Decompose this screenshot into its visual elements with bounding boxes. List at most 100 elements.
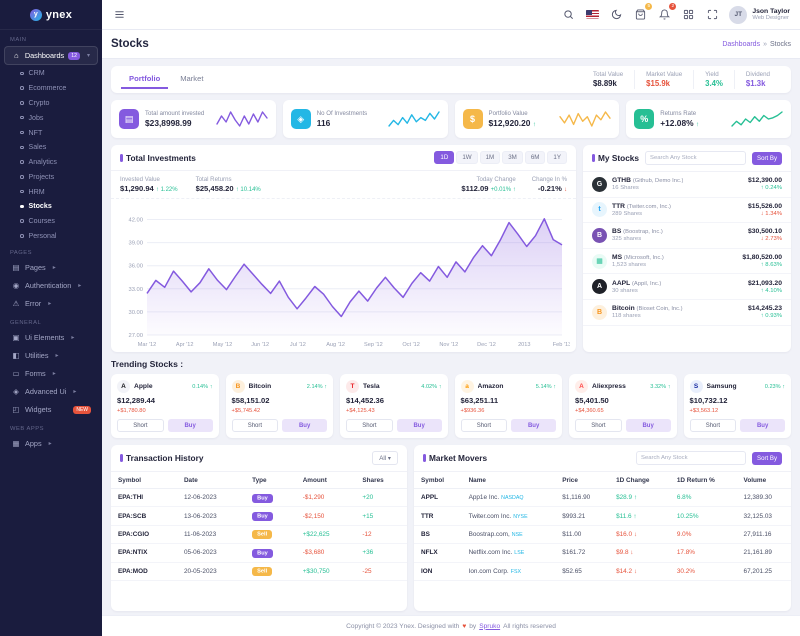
stock-search-input[interactable] xyxy=(645,151,747,165)
sidebar-item-error[interactable]: ⚠ Error ▸ xyxy=(4,295,98,312)
transaction-symbol: EPA:SCB xyxy=(111,506,177,526)
sidebar-subitem-projects[interactable]: Projects xyxy=(0,169,102,184)
card-title: Market Movers xyxy=(423,453,487,463)
short-button[interactable]: Short xyxy=(689,419,737,432)
notifications-icon[interactable]: 2 xyxy=(657,3,677,22)
menu-toggle-icon[interactable] xyxy=(112,7,127,22)
stock-list-item[interactable]: B Bitcoin (Bioset Coin, Inc.) 118 shares… xyxy=(583,300,791,326)
buy-button[interactable]: Buy xyxy=(167,419,213,432)
bullet-icon xyxy=(20,160,24,164)
sidebar-subitem-hrm[interactable]: HRM xyxy=(0,184,102,199)
utilities-icon: ◧ xyxy=(12,351,20,361)
summary-stat: Total Value $8.89k xyxy=(582,70,634,89)
apps-grid-icon[interactable] xyxy=(681,7,696,22)
sidebar-item-widgets[interactable]: ◰ Widgets NEW xyxy=(4,401,98,418)
sidebar-item-label: Apps xyxy=(25,439,42,449)
stock-list-item[interactable]: A AAPL (Appil, Inc.) 30 shares $21,093.2… xyxy=(583,274,791,300)
sidebar-subitem-sales[interactable]: Sales xyxy=(0,140,102,155)
mover-name: Boostrap.com, xyxy=(468,530,510,538)
range-button[interactable]: 1M xyxy=(479,151,501,164)
sidebar-item-label: Advanced Ui xyxy=(25,387,67,397)
stock-shares: 289 Shares xyxy=(612,210,643,217)
range-button[interactable]: 1Y xyxy=(547,151,567,164)
breadcrumb-dashboards[interactable]: Dashboards xyxy=(722,40,761,48)
sidebar-item-apps[interactable]: ▦ Apps ▸ xyxy=(4,435,98,452)
stock-value: $15,526.00 xyxy=(747,202,782,210)
stock-list-item[interactable]: G GTHB (Github, Demo Inc.) 16 Shares $12… xyxy=(583,172,791,198)
sidebar-subitem-courses[interactable]: Courses xyxy=(0,214,102,229)
sidebar-item-dashboards[interactable]: ⌂ Dashboards 12 ▾ xyxy=(4,46,98,65)
short-button[interactable]: Short xyxy=(117,419,164,432)
brand[interactable]: y ynex xyxy=(0,0,102,30)
stat-card: ◈ No Of Investments 116 xyxy=(282,100,448,138)
sidebar-item-pages[interactable]: ▤ Pages ▸ xyxy=(4,259,98,276)
range-button[interactable]: 6M xyxy=(524,151,546,164)
trending-stocks-row: A Apple 0.14% ↑ $12,289.44 +$1,780.80 Sh… xyxy=(111,374,791,438)
buy-button[interactable]: Buy xyxy=(282,419,327,432)
sidebar-subitem-crypto[interactable]: Crypto xyxy=(0,96,102,111)
sidebar-item-forms[interactable]: ▭ Forms ▸ xyxy=(4,365,98,382)
buy-button[interactable]: Buy xyxy=(396,419,442,432)
sidebar-subitem-personal[interactable]: Personal xyxy=(0,229,102,244)
short-button[interactable]: Short xyxy=(346,419,393,432)
mover-volume: 27,911.16 xyxy=(736,525,791,545)
svg-text:Nov '12: Nov '12 xyxy=(439,342,458,348)
stat-label: Portfolio Value xyxy=(488,110,528,117)
range-button[interactable]: 1W xyxy=(456,151,478,164)
sort-by-button[interactable]: Sort By xyxy=(752,151,782,165)
short-button[interactable]: Short xyxy=(460,419,508,432)
mover-1d-return: 30.2% xyxy=(669,562,737,581)
svg-text:Oct '12: Oct '12 xyxy=(402,342,420,348)
summary-stat-label: Total Value xyxy=(592,71,624,78)
stat-value: 116 xyxy=(316,118,331,128)
svg-text:Apr '12: Apr '12 xyxy=(176,342,194,348)
dark-mode-icon[interactable] xyxy=(609,7,624,22)
sidebar-subitem-analytics[interactable]: Analytics xyxy=(0,155,102,170)
sidebar-subitem-nft[interactable]: NFT xyxy=(0,125,102,140)
chevron-icon: ▸ xyxy=(48,301,52,308)
sidebar-item-ui-elements[interactable]: ▣ Ui Elements ▸ xyxy=(4,329,98,346)
lock-icon: ◉ xyxy=(12,281,20,291)
short-button[interactable]: Short xyxy=(231,419,279,432)
stat-value: +12.08% ↑ xyxy=(660,118,700,128)
stock-list-item[interactable]: ▦ MS (Microsoft, Inc.) 1,523 shares $1,8… xyxy=(583,249,791,275)
chevron-icon: ▸ xyxy=(52,371,56,378)
transaction-shares: +36 xyxy=(355,543,407,563)
language-flag-icon[interactable] xyxy=(585,7,600,22)
buy-button[interactable]: Buy xyxy=(740,419,785,432)
sidebar-item-authentication[interactable]: ◉ Authentication ▸ xyxy=(4,277,98,294)
user-menu[interactable]: JT Json Taylor Web Designer xyxy=(729,5,790,24)
buy-button[interactable]: Buy xyxy=(625,419,671,432)
advanced-ui-icon: ◈ xyxy=(13,387,19,397)
stock-list-item[interactable]: t TTR (Twiter.com, Inc.) 289 Shares $15,… xyxy=(583,198,791,224)
tab-portfolio[interactable]: Portfolio xyxy=(121,70,169,89)
mover-price: $52.65 xyxy=(555,562,610,581)
mover-price: $161.72 xyxy=(555,543,610,563)
spruko-link[interactable]: Spruko xyxy=(479,622,501,630)
buy-button[interactable]: Buy xyxy=(511,419,556,432)
stock-change: ↓ 1.34% xyxy=(760,210,782,217)
sort-by-button[interactable]: Sort By xyxy=(752,451,782,465)
sidebar-item-utilities[interactable]: ◧ Utilities ▸ xyxy=(4,347,98,364)
sidebar-item-label: Ui Elements xyxy=(25,333,65,343)
fullscreen-icon[interactable] xyxy=(705,7,720,22)
sidebar-item-advanced-ui[interactable]: ◈ Advanced Ui ▸ xyxy=(4,383,98,400)
cart-icon[interactable]: 5 xyxy=(633,3,653,22)
stock-search-input[interactable] xyxy=(636,451,747,465)
sidebar-subitem-ecommerce[interactable]: Ecommerce xyxy=(0,81,102,96)
sidebar-subitem-stocks[interactable]: Stocks xyxy=(0,199,102,214)
sidebar-item-label: Crypto xyxy=(28,98,50,107)
summary-stat-label: Dividend xyxy=(745,71,770,78)
short-button[interactable]: Short xyxy=(575,419,622,432)
sidebar-subitem-crm[interactable]: CRM xyxy=(0,66,102,81)
column-header: Type xyxy=(245,472,296,489)
bitcoin-icon: B xyxy=(231,380,245,393)
range-button[interactable]: 1D xyxy=(434,151,455,164)
trending-stock-card: B Bitcoin 2.14% ↑ $58,151.02 +$5,745.42 … xyxy=(225,374,333,438)
range-button[interactable]: 3M xyxy=(502,151,523,164)
stock-list-item[interactable]: B BS (Boostrap, Inc.) 325 shares $30,500… xyxy=(583,223,791,249)
tab-market[interactable]: Market xyxy=(180,74,204,83)
search-icon[interactable] xyxy=(561,7,576,22)
sidebar-subitem-jobs[interactable]: Jobs xyxy=(0,110,102,125)
filter-dropdown[interactable]: All ▾ xyxy=(372,451,398,465)
